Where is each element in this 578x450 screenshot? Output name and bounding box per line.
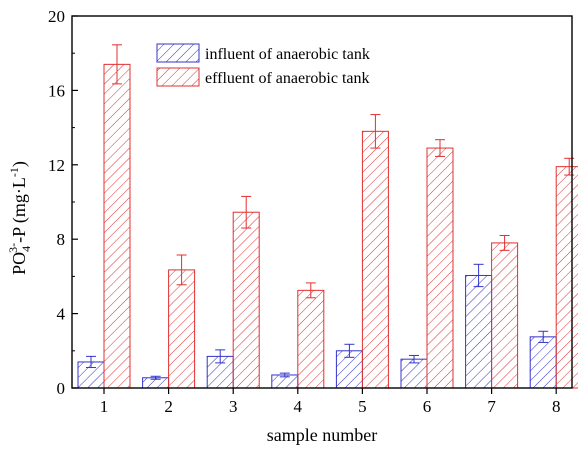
x-tick-label-4: 4: [294, 397, 303, 416]
error-bar-series2-sample-1: [112, 44, 122, 85]
y-tick-label: 12: [48, 156, 65, 175]
y-axis-label-sub: 4: [19, 246, 33, 252]
bar-series1-sample-6: [400, 358, 428, 389]
error-bar-series1-sample-6: [409, 354, 419, 364]
x-tick-label-7: 7: [487, 397, 496, 416]
y-tick-label: 4: [57, 305, 66, 324]
y-tick-label: 16: [48, 81, 65, 100]
bar-series2-sample-1: [103, 63, 131, 389]
bars-layer: [77, 63, 578, 389]
legend-swatch-influent: [156, 43, 200, 63]
x-axis-ticks: 1 2 3 4 5 6 7 8: [100, 388, 561, 416]
error-bars-layer: [86, 44, 575, 380]
bar-series2-sample-5: [361, 130, 389, 389]
legend-swatch-effluent: [156, 67, 200, 87]
error-bar-series2-sample-3: [241, 195, 252, 229]
bar-series2-sample-2: [168, 269, 196, 389]
bar-series2-sample-8: [555, 166, 578, 389]
y-tick-label: 0: [57, 379, 66, 398]
error-bar-series2-sample-4: [305, 282, 316, 299]
error-bar-series2-sample-5: [370, 114, 381, 149]
bar-series1-sample-7: [465, 274, 493, 389]
x-tick-label-5: 5: [358, 397, 367, 416]
error-bar-series1-sample-2: [150, 375, 161, 380]
error-bar-series1-sample-7: [473, 263, 484, 288]
bar-series2-sample-6: [426, 147, 454, 389]
y-axis-label: PO43--P (mg·L-1): [6, 161, 33, 275]
legend-label-influent: influent of anaerobic tank: [205, 46, 370, 63]
error-bar-series2-sample-7: [499, 234, 510, 251]
error-bar-series2-sample-6: [435, 139, 445, 157]
bar-series1-sample-8: [529, 336, 557, 389]
y-axis-label-unit-sup: -1: [7, 167, 21, 177]
y-axis-ticks: 0 4 8 12 16 20: [48, 7, 78, 398]
bar-series2-sample-4: [297, 289, 325, 389]
x-tick-label-1: 1: [100, 397, 109, 416]
y-tick-label: 20: [48, 7, 65, 26]
x-axis-label: sample number: [267, 425, 377, 445]
x-tick-label-8: 8: [552, 397, 561, 416]
error-bar-series1-sample-5: [344, 343, 355, 358]
error-bar-series2-sample-2: [176, 254, 187, 286]
x-tick-label-6: 6: [423, 397, 432, 416]
y-axis-label-sup: 3-: [6, 243, 20, 253]
error-bar-series1-sample-1: [86, 355, 96, 369]
error-bar-series1-sample-4: [279, 372, 290, 378]
x-tick-label-3: 3: [229, 397, 238, 416]
bar-series2-sample-3: [232, 211, 260, 389]
error-bar-series1-sample-8: [538, 330, 549, 343]
y-tick-label: 8: [57, 230, 66, 249]
legend-label-effluent: effluent of anaerobic tank: [205, 70, 370, 87]
legend: influent of anaerobic tank effluent of a…: [156, 43, 370, 87]
x-tick-label-2: 2: [164, 397, 173, 416]
error-bar-series1-sample-3: [215, 349, 226, 364]
bar-series2-sample-7: [491, 242, 519, 389]
